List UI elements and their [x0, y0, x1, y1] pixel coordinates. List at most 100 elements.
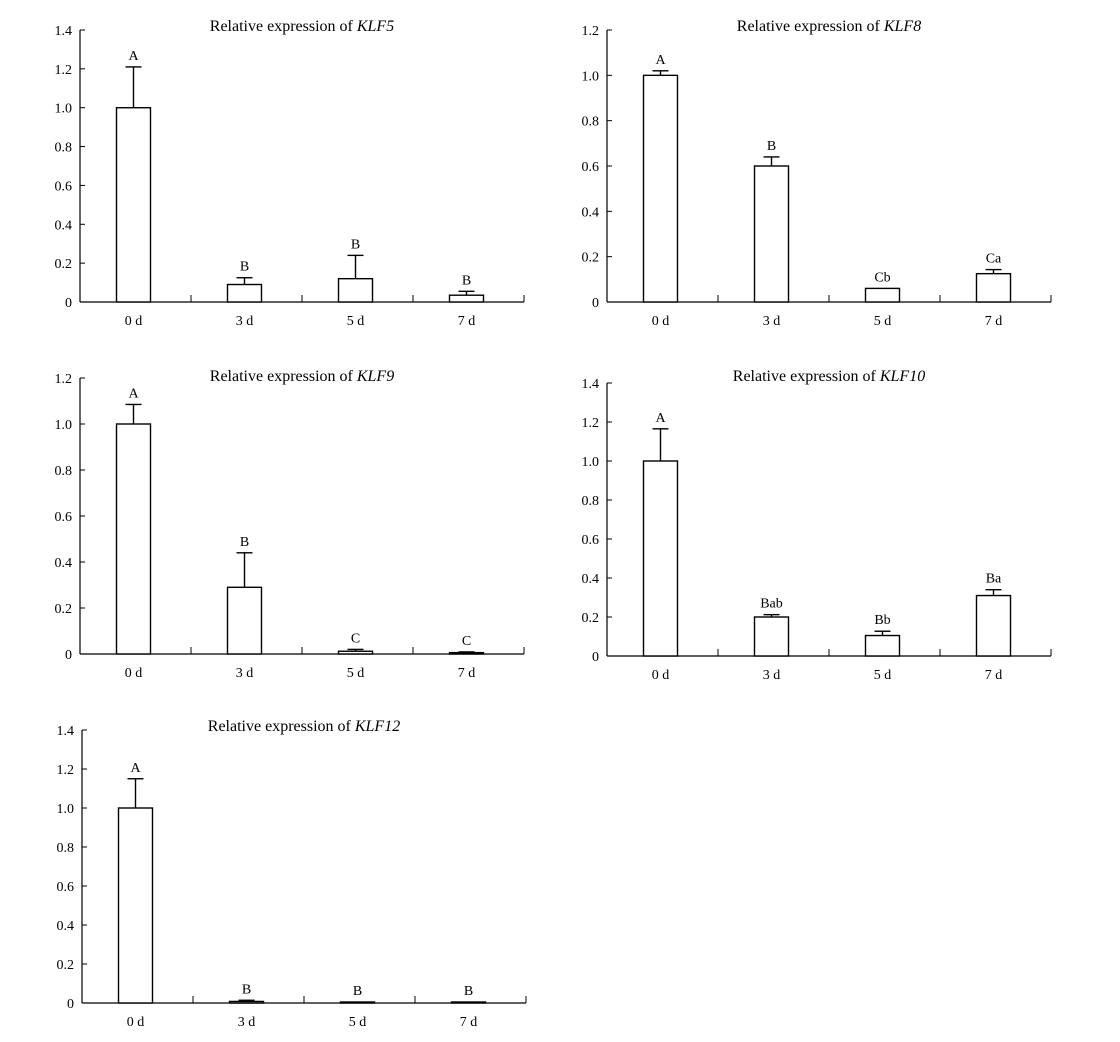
y-tick-label: 1.0 — [55, 418, 73, 433]
chart-title-gene: KLF10 — [879, 368, 925, 385]
significance-label: A — [128, 386, 139, 401]
y-tick-label: 0.4 — [582, 205, 600, 220]
bar — [337, 650, 374, 655]
y-tick-label: 0 — [65, 296, 72, 311]
bar — [115, 423, 152, 655]
significance-label: B — [240, 535, 249, 550]
chart-title: Relative expression of KLF9 — [210, 368, 394, 385]
chart-title: Relative expression of KLF10 — [733, 368, 925, 385]
bar — [117, 807, 154, 1004]
y-tick-label: 0.2 — [582, 251, 600, 266]
x-category-label: 7 d — [985, 314, 1003, 329]
y-tick-label: 0.4 — [55, 218, 73, 233]
chart-title-prefix: Relative expression of — [737, 18, 884, 35]
y-tick-label: 1.4 — [582, 377, 600, 392]
chart-klf12-svg: 0 0.2 0.4 0.6 0.8 1.0 1.2 1.4 A 0 d B 3 d B 5 d B 7 d Re… — [57, 718, 527, 1030]
y-tick-label: 0.2 — [582, 611, 600, 626]
bar — [975, 594, 1012, 657]
y-tick-label: 0.6 — [582, 160, 600, 175]
bar — [753, 165, 790, 303]
x-category-label: 7 d — [458, 314, 476, 329]
chart-klf10: 0 0.2 0.4 0.6 0.8 1.0 1.2 1.4 A 0 d Bab 3 d Bb 5 d Ba 7… — [528, 350, 1088, 690]
y-tick-label: 0.6 — [582, 533, 600, 548]
y-tick-label: 0.6 — [55, 510, 73, 525]
bar — [448, 651, 485, 655]
chart-klf8-svg: 0 0.2 0.4 0.6 0.8 1.0 1.2 A 0 d B 3 d Cb 5 d Ca 7 d Rel… — [582, 18, 1052, 329]
x-category-label: 3 d — [236, 314, 254, 329]
y-tick-label: 1.4 — [57, 724, 75, 739]
chart-title-gene: KLF5 — [356, 18, 394, 35]
y-tick-label: 1.2 — [582, 24, 600, 39]
y-tick-label: 0.8 — [55, 464, 73, 479]
significance-label: A — [130, 761, 141, 776]
x-category-label: 5 d — [349, 1015, 367, 1030]
bar — [448, 294, 485, 303]
y-tick-label: 1.4 — [55, 24, 73, 39]
y-tick-label: 1.2 — [55, 63, 73, 78]
chart-title: Relative expression of KLF12 — [208, 718, 400, 735]
significance-label: Ca — [986, 252, 1002, 267]
y-tick-label: 1.0 — [582, 69, 600, 84]
bar — [642, 74, 679, 303]
bar — [753, 616, 790, 657]
significance-label: C — [351, 631, 360, 646]
x-category-label: 5 d — [874, 314, 892, 329]
y-tick-label: 0.2 — [55, 257, 73, 272]
chart-title-prefix: Relative expression of — [208, 718, 355, 735]
significance-label: Bb — [874, 613, 890, 628]
y-tick-label: 0.6 — [57, 880, 75, 895]
x-category-label: 3 d — [236, 666, 254, 681]
y-tick-label: 0.8 — [582, 115, 600, 130]
significance-label: B — [464, 984, 473, 999]
x-category-label: 7 d — [460, 1015, 478, 1030]
bar — [864, 287, 901, 303]
bar — [339, 1001, 376, 1004]
bar — [115, 107, 152, 303]
x-category-label: 0 d — [125, 314, 143, 329]
x-category-label: 5 d — [347, 314, 365, 329]
chart-title-gene: KLF12 — [354, 718, 400, 735]
y-tick-label: 0 — [65, 648, 72, 663]
chart-klf10-svg: 0 0.2 0.4 0.6 0.8 1.0 1.2 1.4 A 0 d Bab 3 d Bb 5 d Ba 7… — [582, 368, 1052, 683]
y-tick-label: 0 — [592, 296, 599, 311]
x-category-label: 5 d — [347, 666, 365, 681]
y-tick-label: 0.4 — [582, 572, 600, 587]
bar — [975, 272, 1012, 303]
x-category-label: 3 d — [763, 668, 781, 683]
y-tick-label: 0 — [67, 997, 74, 1012]
y-tick-label: 1.0 — [582, 455, 600, 470]
chart-title: Relative expression of KLF8 — [737, 18, 921, 35]
chart-klf12: 0 0.2 0.4 0.6 0.8 1.0 1.2 1.4 A 0 d B 3 d B 5 d B 7 d Re… — [0, 700, 560, 1040]
significance-label: A — [128, 49, 139, 64]
chart-klf9: 0 0.2 0.4 0.6 0.8 1.0 1.2 A 0 d B 3 d C 5 d C 7 d Relat… — [0, 350, 560, 690]
y-tick-label: 1.2 — [582, 416, 600, 431]
chart-klf9-svg: 0 0.2 0.4 0.6 0.8 1.0 1.2 A 0 d B 3 d C 5 d C 7 d Relat… — [55, 368, 525, 681]
x-category-label: 3 d — [238, 1015, 256, 1030]
y-tick-label: 0.8 — [57, 841, 75, 856]
bar — [228, 1000, 265, 1004]
chart-klf8: 0 0.2 0.4 0.6 0.8 1.0 1.2 A 0 d B 3 d Cb 5 d Ca 7 d Rel… — [528, 0, 1088, 340]
chart-klf5: 0 0.2 0.4 0.6 0.8 1.0 1.2 1.4 A 0 d B 3 d B 5 d B 7 d Re… — [0, 0, 560, 340]
y-tick-label: 1.2 — [57, 763, 75, 778]
chart-title-prefix: Relative expression of — [733, 368, 880, 385]
y-tick-label: 0.8 — [55, 141, 73, 156]
significance-label: Bab — [760, 597, 783, 612]
bar — [226, 586, 263, 655]
bar — [337, 277, 374, 303]
bar — [864, 634, 901, 657]
significance-label: Cb — [874, 270, 890, 285]
chart-title-prefix: Relative expression of — [210, 18, 357, 35]
y-tick-label: 1.0 — [55, 102, 73, 117]
chart-title-prefix: Relative expression of — [210, 368, 357, 385]
significance-label: Ba — [986, 572, 1002, 587]
bar — [642, 460, 679, 657]
significance-label: B — [767, 139, 776, 154]
y-tick-label: 0.4 — [55, 556, 73, 571]
y-tick-label: 1.0 — [57, 802, 75, 817]
significance-label: B — [240, 260, 249, 275]
x-category-label: 0 d — [127, 1015, 145, 1030]
y-tick-label: 0.6 — [55, 179, 73, 194]
chart-title-gene: KLF9 — [356, 368, 394, 385]
x-category-label: 0 d — [652, 314, 670, 329]
x-category-label: 5 d — [874, 668, 892, 683]
